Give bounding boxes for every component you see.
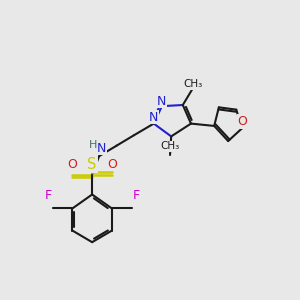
Text: O: O <box>68 158 77 171</box>
Text: F: F <box>132 189 140 202</box>
Text: CH₃: CH₃ <box>184 79 203 89</box>
Text: O: O <box>237 115 247 128</box>
Text: F: F <box>45 189 52 202</box>
Text: S: S <box>88 157 97 172</box>
Text: CH₃: CH₃ <box>160 141 180 151</box>
Text: O: O <box>107 158 117 171</box>
Text: N: N <box>97 142 106 155</box>
Text: N: N <box>157 95 167 108</box>
Text: N: N <box>149 111 158 124</box>
Text: H: H <box>88 140 97 150</box>
